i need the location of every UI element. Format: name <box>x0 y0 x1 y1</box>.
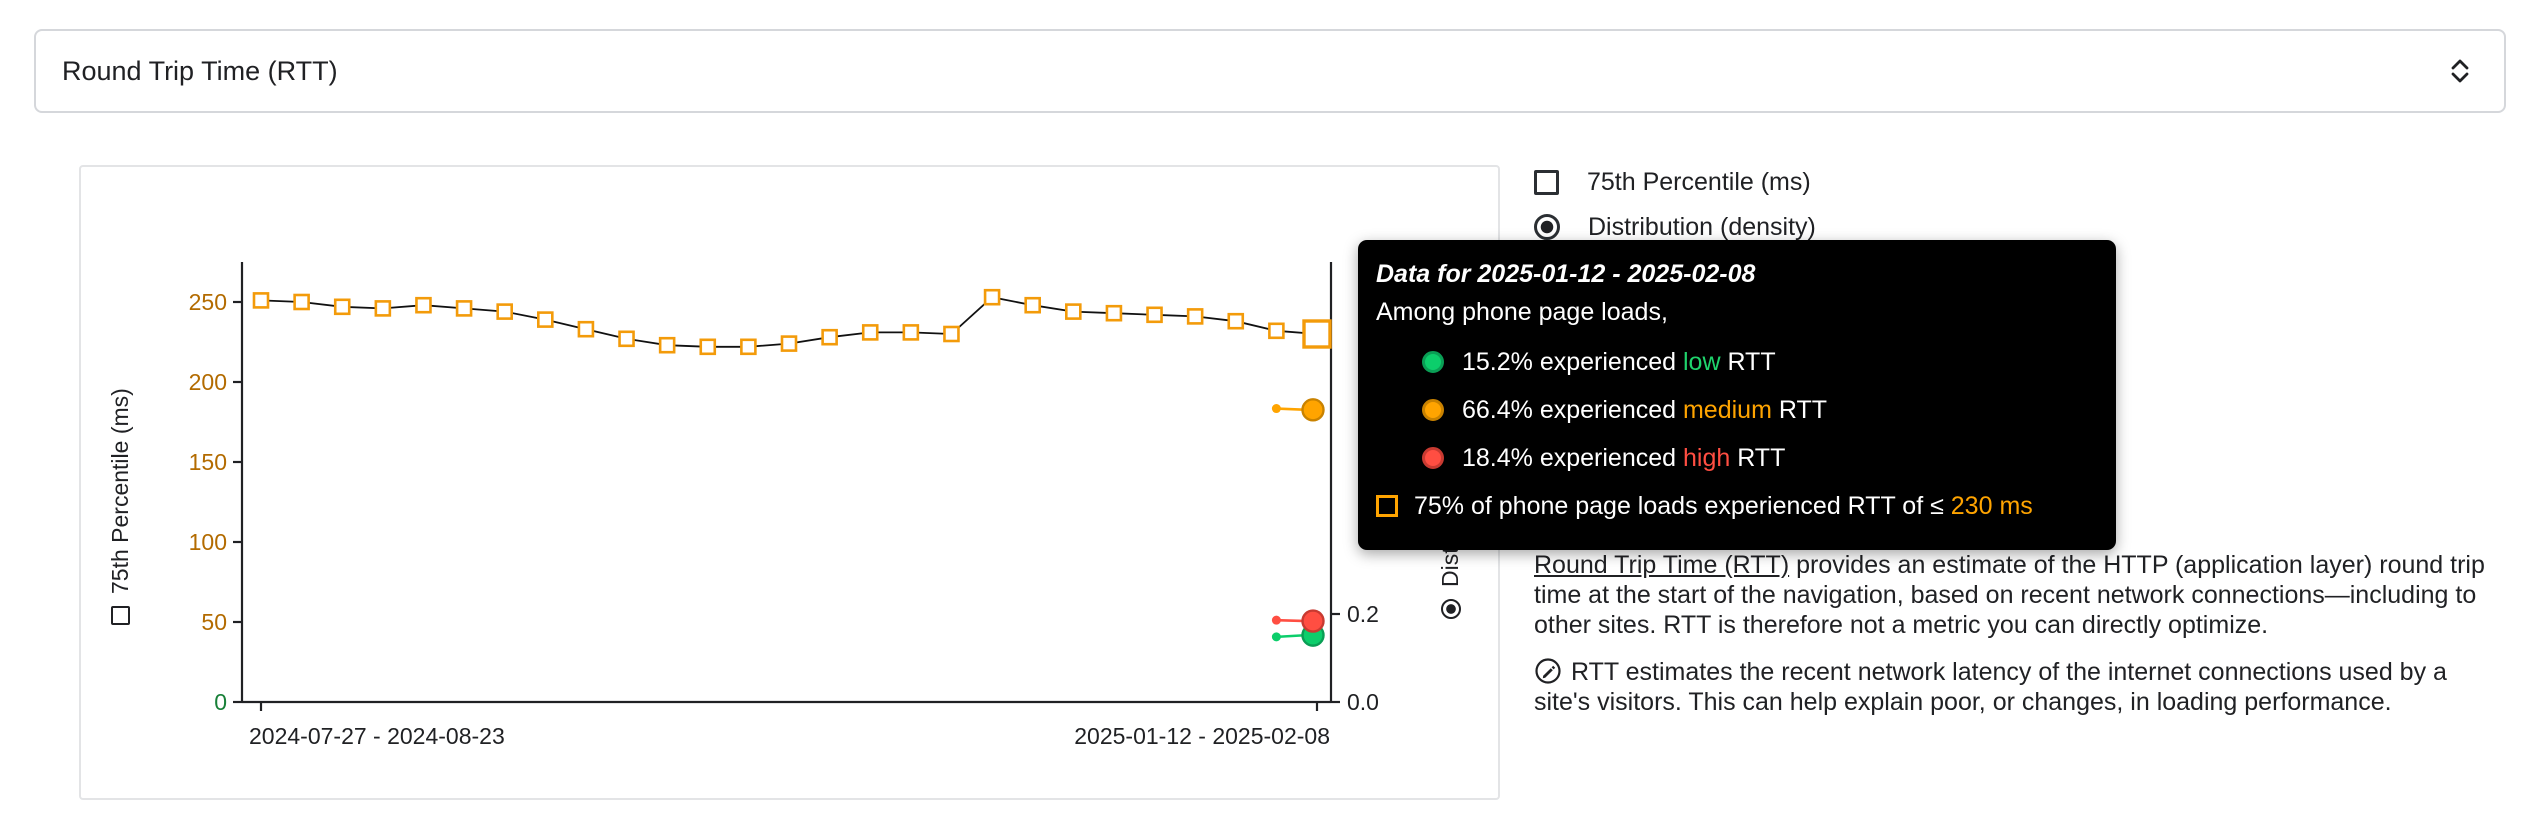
y-tick-label: 50 <box>201 609 227 635</box>
percentile-marker <box>374 300 392 317</box>
legend-label: 75th Percentile (ms) <box>1587 167 1811 196</box>
row-prefix: 75% of phone page loads experienced RTT … <box>1414 491 1951 520</box>
percentile-marker <box>1268 322 1285 340</box>
row-keyword: 230 ms <box>1950 491 2033 520</box>
medium-density-dot-icon <box>1422 399 1444 421</box>
description-text: RTT estimates the recent network latency… <box>1534 658 2447 716</box>
density-dot-medium <box>1301 398 1325 422</box>
y-tick-label: 100 <box>189 529 227 555</box>
percentile-marker <box>658 336 676 354</box>
row-keyword: low <box>1682 347 1721 376</box>
y-tick-label: 250 <box>189 289 227 315</box>
row-keyword: high <box>1682 443 1731 472</box>
y-axis-label: 75th Percentile (ms) <box>107 388 134 625</box>
percentile-marker <box>1146 306 1163 324</box>
percentile-marker <box>902 324 920 341</box>
tooltip-row-percentile: 75% of phone page loads experienced RTT … <box>1376 482 2098 530</box>
legend: 75th Percentile (ms) Distribution (densi… <box>1534 164 1816 245</box>
percentile-marker <box>780 335 798 352</box>
y2-tick-label: 0.0 <box>1347 689 1379 715</box>
percentile-marker <box>415 296 432 314</box>
percentile-marker <box>1065 303 1082 320</box>
metric-select-value: Round Trip Time (RTT) <box>62 55 338 86</box>
rtt-chart[interactable]: 0 50 100 150 200 250 0.0 0.2 2024-07-27 - 2024-0… <box>81 167 1502 802</box>
percentile-marker <box>983 288 1001 306</box>
row-prefix: 66.4% experienced <box>1462 395 1683 424</box>
percentile-marker <box>1105 304 1123 322</box>
tooltip-row-medium: 66.4% experienced medium RTT <box>1376 386 2098 434</box>
description-paragraph-2: RTT estimates the recent network latency… <box>1534 657 2486 717</box>
density-dot-small-high <box>1271 615 1281 625</box>
tooltip-title: Data for 2025-01-12 - 2025-02-08 <box>1376 260 1756 288</box>
row-suffix: RTT <box>1771 395 1827 424</box>
percentile-marker <box>537 311 554 328</box>
checkbox-icon <box>111 606 130 625</box>
percentile-marker <box>1024 296 1041 314</box>
percentile-marker <box>861 324 879 341</box>
percentile-marker <box>618 330 635 348</box>
percentile-marker <box>821 328 838 346</box>
row-suffix: RTT <box>1720 347 1776 376</box>
row-keyword: medium <box>1682 395 1772 424</box>
row-suffix: RTT <box>1730 443 1786 472</box>
y-tick-label: 0 <box>214 689 227 715</box>
tooltip-row-high: 18.4% experienced high RTT <box>1376 434 2098 482</box>
chart-card: 0 50 100 150 200 250 0.0 0.2 2024-07-27 - 2024-0… <box>79 165 1500 800</box>
x-tick-label: 2024-07-27 - 2024-08-23 <box>249 723 505 749</box>
checkbox-unchecked-icon[interactable] <box>1534 169 1559 195</box>
row-prefix: 18.4% experienced <box>1462 443 1683 472</box>
legend-item-percentile[interactable]: 75th Percentile (ms) <box>1534 164 1816 200</box>
percentile-marker <box>333 298 351 316</box>
percentile-marker <box>1186 308 1204 325</box>
density-dot-small-low <box>1271 632 1281 642</box>
description-text: provides an estimate of the HTTP (applic… <box>1534 551 2485 639</box>
low-density-dot-icon <box>1422 351 1444 373</box>
percentile-marker-active <box>1302 319 1332 349</box>
metric-select[interactable]: Round Trip Time (RTT) <box>34 29 2506 113</box>
percentile-marker <box>1227 312 1245 330</box>
chart-tooltip: Data for 2025-01-12 - 2025-02-08 Among p… <box>1358 240 2116 550</box>
legend-item-distribution[interactable]: Distribution (density) <box>1534 209 1816 245</box>
percentile-square-icon <box>1376 495 1398 517</box>
percentile-marker <box>496 303 513 320</box>
percentile-marker <box>455 300 473 317</box>
percentile-marker <box>943 325 960 343</box>
percentile-marker <box>740 338 757 356</box>
high-density-dot-icon <box>1422 447 1444 469</box>
legend-label: Distribution (density) <box>1588 212 1816 241</box>
radio-icon <box>1440 599 1461 619</box>
row-prefix: 15.2% experienced <box>1462 347 1683 376</box>
y-tick-label: 150 <box>189 449 227 475</box>
tooltip-rows: 15.2% experienced low RTT 66.4% experien… <box>1376 338 2098 530</box>
y-axis-label-text: 75th Percentile (ms) <box>107 388 133 594</box>
percentile-marker <box>252 292 270 309</box>
pencil-circle-icon <box>1535 658 1561 684</box>
x-tick-label: 2025-01-12 - 2025-02-08 <box>1074 723 1330 749</box>
y2-tick-label: 0.2 <box>1347 601 1379 627</box>
percentile-marker <box>577 320 595 338</box>
radio-selected-icon[interactable] <box>1534 214 1560 240</box>
percentile-marker <box>699 338 717 356</box>
density-dot-small-medium <box>1271 404 1281 414</box>
axes <box>233 262 1340 711</box>
density-dot-high <box>1301 609 1325 633</box>
y-tick-label: 200 <box>189 369 227 395</box>
description-paragraph-1: Round Trip Time (RTT) provides an estima… <box>1534 550 2486 640</box>
percentile-marker <box>293 293 310 311</box>
tooltip-subtitle: Among phone page loads, <box>1376 298 1668 326</box>
unfold-more-icon <box>2451 59 2469 83</box>
rtt-link[interactable]: Round Trip Time (RTT) <box>1534 551 1790 579</box>
metric-description: Round Trip Time (RTT) provides an estima… <box>1534 550 2486 734</box>
tooltip-row-low: 15.2% experienced low RTT <box>1376 338 2098 386</box>
